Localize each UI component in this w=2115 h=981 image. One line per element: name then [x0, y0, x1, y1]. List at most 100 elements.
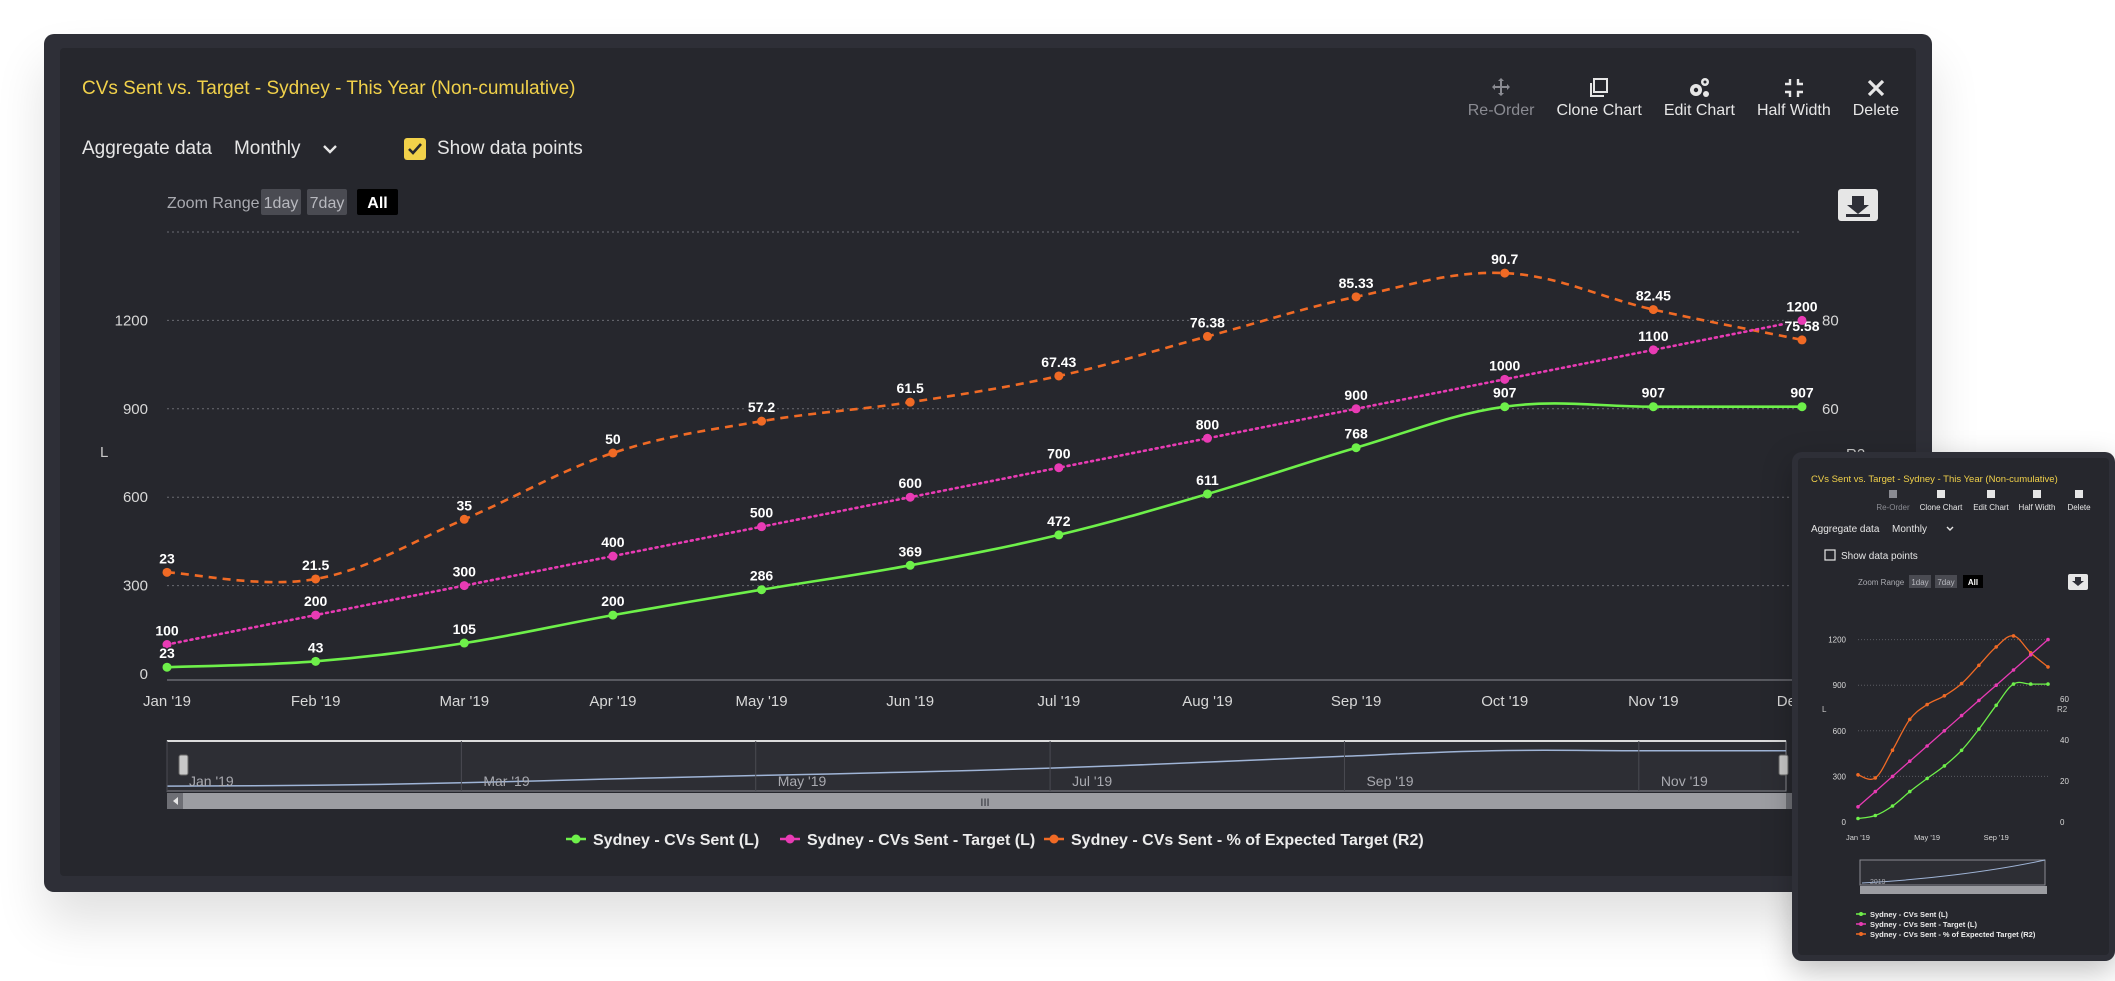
- show-data-points-toggle[interactable]: Show data points: [404, 138, 583, 160]
- data-point[interactable]: [1351, 443, 1361, 453]
- data-point[interactable]: [757, 522, 767, 532]
- mini-x-tick: Jan '19: [1846, 833, 1870, 842]
- data-point[interactable]: [1797, 335, 1807, 345]
- data-label: 200: [601, 593, 625, 609]
- data-point[interactable]: [1202, 489, 1212, 499]
- data-point[interactable]: [459, 514, 469, 524]
- mini-y-left-tick: 600: [1833, 727, 1847, 736]
- legend-item[interactable]: Sydney - CVs Sent (L): [593, 832, 759, 849]
- data-point[interactable]: [1500, 402, 1510, 412]
- zoom-button-All[interactable]: [357, 189, 398, 215]
- data-label: 23: [159, 550, 175, 566]
- scrollbar-thumb[interactable]: [183, 793, 1786, 809]
- data-point[interactable]: [162, 640, 172, 650]
- y-left-tick-label: 1200: [115, 312, 148, 329]
- show-data-points-label: Show data points: [437, 138, 583, 159]
- y-left-tick-label: 0: [140, 666, 148, 683]
- mini-zoom-button[interactable]: [1935, 575, 1957, 588]
- mini-legend-item[interactable]: Sydney - CVs Sent - % of Expected Target…: [1870, 930, 2036, 939]
- data-point[interactable]: [162, 662, 172, 672]
- data-point[interactable]: [1500, 268, 1510, 278]
- data-point[interactable]: [1202, 331, 1212, 341]
- mini-data-point: [1873, 776, 1878, 780]
- legend-item[interactable]: Sydney - CVs Sent - % of Expected Target…: [1071, 832, 1424, 849]
- data-point[interactable]: [459, 638, 469, 648]
- mini-legend-item[interactable]: Sydney - CVs Sent - Target (L): [1870, 920, 1977, 929]
- data-label: 90.7: [1491, 251, 1518, 267]
- data-point[interactable]: [1054, 371, 1064, 381]
- zoom-button-7day[interactable]: [307, 189, 347, 215]
- mini-data-point: [1942, 729, 1947, 733]
- mini-aggregate-select[interactable]: Monthly: [1892, 524, 1927, 535]
- data-point[interactable]: [311, 574, 321, 584]
- data-point[interactable]: [1797, 402, 1807, 412]
- mini-checkbox[interactable]: [1824, 549, 1836, 561]
- data-point[interactable]: [1351, 404, 1361, 414]
- data-point[interactable]: [1500, 374, 1510, 384]
- mini-data-point: [1994, 683, 1998, 687]
- data-point[interactable]: [757, 416, 767, 426]
- download-icon: [1846, 196, 1870, 217]
- data-label: 200: [304, 593, 328, 609]
- mini-series-line-0: [1857, 681, 2048, 820]
- mini-toolbar-icon: [1987, 490, 1995, 498]
- data-label: 611: [1196, 472, 1219, 488]
- scroll-left-arrow-icon[interactable]: [173, 797, 178, 805]
- legend-item[interactable]: Sydney - CVs Sent - Target (L): [807, 832, 1035, 849]
- mini-y-right-tick: 20: [2060, 777, 2069, 786]
- mini-y-left-tick: 300: [1833, 772, 1847, 781]
- mini-zoom-button[interactable]: [1963, 575, 1983, 588]
- data-point[interactable]: [1797, 315, 1807, 325]
- data-point[interactable]: [757, 585, 767, 595]
- mini-zoom-button[interactable]: [1909, 575, 1931, 588]
- compress-icon: [1784, 79, 1803, 97]
- data-label: 907: [1642, 385, 1666, 401]
- close-icon: [1867, 79, 1885, 97]
- data-label: 35: [456, 497, 472, 513]
- x-tick-label: Oct '19: [1481, 693, 1528, 710]
- aggregate-label: Aggregate data: [82, 138, 212, 159]
- mini-toolbar-button[interactable]: Delete: [2067, 503, 2091, 512]
- data-label: 472: [1047, 513, 1071, 529]
- reorder-button[interactable]: Re-Order: [1457, 76, 1546, 120]
- data-point[interactable]: [1648, 345, 1658, 355]
- data-point[interactable]: [1648, 305, 1658, 315]
- data-point[interactable]: [1054, 530, 1064, 540]
- half-width-button[interactable]: Half Width: [1746, 76, 1842, 120]
- mini-legend-item[interactable]: Sydney - CVs Sent (L): [1870, 910, 1948, 919]
- data-point[interactable]: [1202, 433, 1212, 443]
- data-point[interactable]: [608, 610, 618, 620]
- navigator-left-handle[interactable]: [178, 754, 189, 776]
- mini-toolbar-button[interactable]: Clone Chart: [1920, 503, 1963, 512]
- navigator-right-handle[interactable]: [1778, 754, 1789, 776]
- data-point[interactable]: [1648, 402, 1658, 412]
- mini-toolbar-button[interactable]: Re-Order: [1876, 503, 1910, 512]
- mini-series-line-1: [1857, 639, 2049, 808]
- y-left-tick-label: 300: [123, 578, 148, 595]
- data-point[interactable]: [311, 610, 321, 620]
- data-point[interactable]: [905, 397, 915, 407]
- x-tick-label: Apr '19: [589, 693, 636, 710]
- data-point[interactable]: [608, 448, 618, 458]
- aggregate-select[interactable]: Monthly: [234, 138, 339, 160]
- data-point[interactable]: [905, 492, 915, 502]
- mobile-preview-card: [1792, 452, 2115, 961]
- delete-button[interactable]: Delete: [1842, 76, 1910, 120]
- clone-chart-button[interactable]: Clone Chart: [1545, 76, 1652, 120]
- data-point[interactable]: [905, 560, 915, 570]
- edit-chart-button[interactable]: Edit Chart: [1653, 76, 1746, 120]
- mini-toolbar-button[interactable]: Edit Chart: [1973, 503, 2009, 512]
- legend-swatch-marker: [785, 834, 795, 844]
- zoom-button-1day[interactable]: [261, 189, 301, 215]
- checkbox[interactable]: [404, 138, 426, 160]
- mini-show-points-label: Show data points: [1841, 551, 1918, 562]
- data-point[interactable]: [1054, 463, 1064, 473]
- mini-toolbar-button[interactable]: Half Width: [2019, 503, 2056, 512]
- data-point[interactable]: [311, 656, 321, 666]
- data-point[interactable]: [1351, 292, 1361, 302]
- data-point[interactable]: [459, 581, 469, 591]
- mini-scrollbar[interactable]: [1860, 886, 2047, 894]
- data-point[interactable]: [162, 567, 172, 577]
- x-tick-label: Sep '19: [1331, 693, 1381, 710]
- data-point[interactable]: [608, 551, 618, 561]
